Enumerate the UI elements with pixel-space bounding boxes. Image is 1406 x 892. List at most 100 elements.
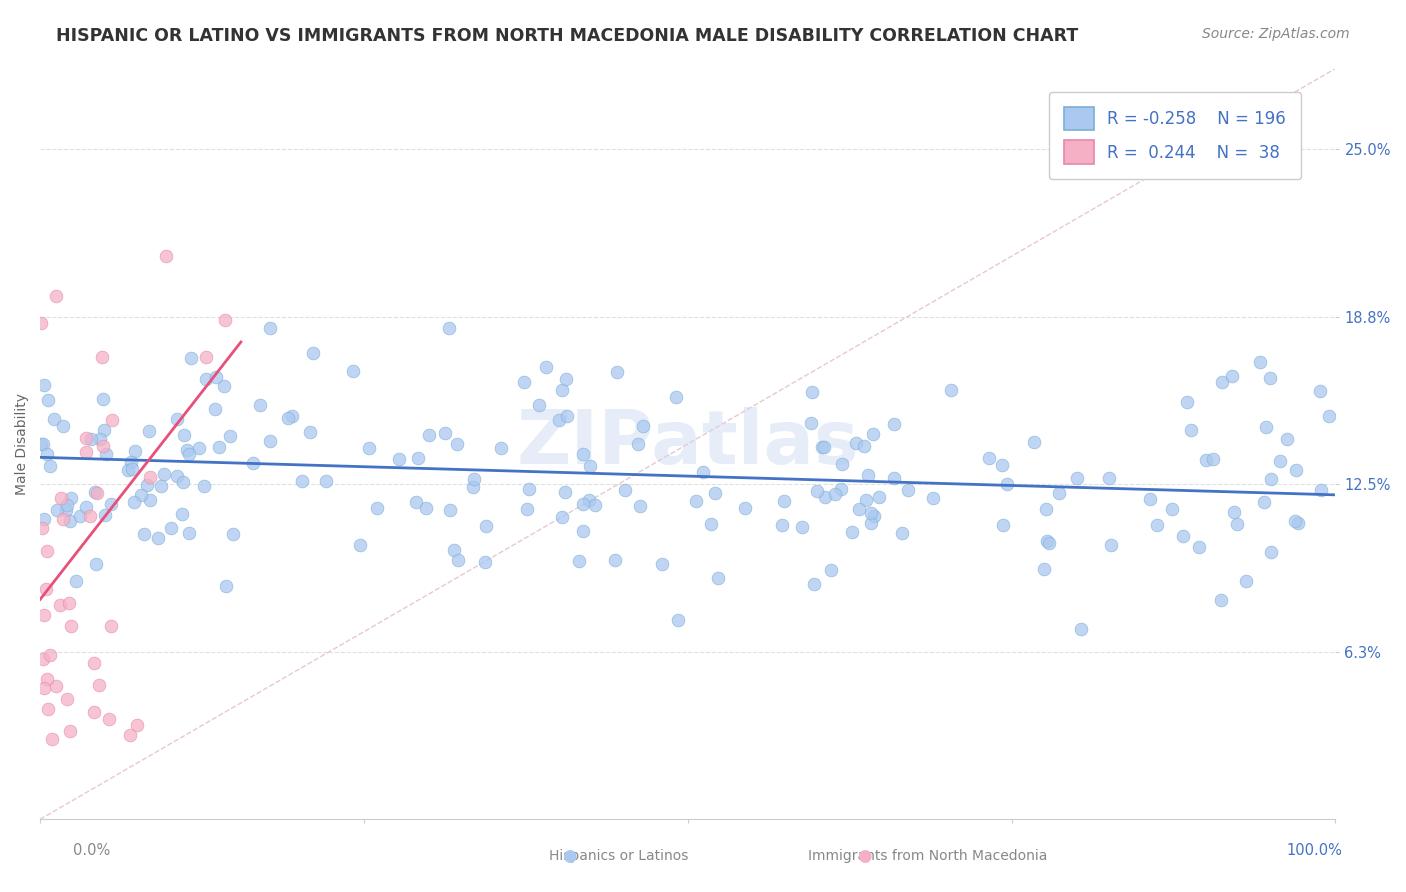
Point [166, 469, 188, 483]
Point [52, 511, 75, 525]
Text: ●: ● [858, 847, 872, 865]
Point [83, 657, 105, 671]
Point [146, 531, 169, 545]
Point [212, 378, 235, 392]
Legend: R = -0.258    N = 196, R =  0.244    N =  38: R = -0.258 N = 196, R = 0.244 N = 38 [1049, 92, 1301, 179]
Point [856, 467, 879, 482]
Point [995, 476, 1018, 491]
Point [848, 502, 870, 516]
Point [991, 517, 1014, 532]
Point [627, 437, 650, 451]
Point [1317, 409, 1340, 423]
Point [222, 527, 245, 541]
Point [242, 456, 264, 470]
Point [155, 249, 177, 263]
Point [572, 524, 595, 538]
Point [159, 521, 181, 535]
Point [39, 648, 62, 663]
Point [97, 713, 120, 727]
Point [1249, 355, 1271, 369]
Point [517, 482, 540, 496]
Point [1275, 432, 1298, 446]
Point [810, 440, 832, 454]
Point [606, 366, 628, 380]
Point [897, 483, 920, 497]
Point [489, 441, 512, 455]
Point [1066, 471, 1088, 485]
Point [281, 409, 304, 423]
Point [806, 483, 828, 498]
Point [46, 503, 69, 517]
Point [572, 447, 595, 461]
Point [138, 469, 160, 483]
Point [1175, 395, 1198, 409]
Point [651, 557, 673, 571]
Point [89, 432, 111, 446]
Point [150, 479, 173, 493]
Point [1139, 491, 1161, 506]
Point [139, 492, 162, 507]
Point [35, 447, 58, 461]
Point [977, 450, 1000, 465]
Point [734, 500, 756, 515]
Point [69, 509, 91, 524]
Point [349, 538, 371, 552]
Point [1223, 505, 1246, 519]
Point [704, 485, 727, 500]
Point [49, 491, 72, 506]
Point [1035, 501, 1057, 516]
Point [91, 392, 114, 406]
Point [1209, 593, 1232, 607]
Point [59, 723, 82, 738]
Point [75, 445, 97, 459]
Point [59, 619, 82, 633]
Point [219, 429, 242, 443]
Point [461, 480, 484, 494]
Point [34, 511, 56, 525]
Point [1260, 544, 1282, 558]
Point [176, 442, 198, 457]
Point [101, 413, 124, 427]
Point [437, 321, 460, 335]
Point [117, 463, 139, 477]
Point [666, 614, 689, 628]
Point [166, 411, 188, 425]
Point [841, 524, 863, 539]
Point [204, 369, 226, 384]
Point [555, 372, 578, 386]
Point [516, 502, 538, 516]
Point [853, 439, 876, 453]
Point [613, 483, 636, 497]
Point [628, 499, 651, 513]
Point [475, 519, 498, 533]
Point [187, 442, 209, 456]
Point [699, 517, 721, 532]
Point [80, 432, 103, 446]
Point [194, 372, 217, 386]
Point [770, 517, 793, 532]
Point [883, 417, 905, 431]
Point [34, 608, 56, 623]
Point [79, 509, 101, 524]
Point [418, 428, 440, 442]
Point [1188, 540, 1211, 554]
Point [357, 441, 380, 455]
Point [439, 503, 461, 517]
Point [813, 440, 835, 454]
Point [855, 493, 877, 508]
Point [800, 416, 823, 430]
Point [1146, 517, 1168, 532]
Point [342, 364, 364, 378]
Point [59, 514, 82, 528]
Point [34, 681, 56, 695]
Point [388, 451, 411, 466]
Point [259, 320, 281, 334]
Point [83, 705, 105, 719]
Point [1284, 463, 1306, 477]
Point [991, 458, 1014, 473]
Point [707, 571, 730, 585]
Point [56, 691, 79, 706]
Point [862, 427, 884, 442]
Point [45, 289, 67, 303]
Point [1309, 483, 1331, 497]
